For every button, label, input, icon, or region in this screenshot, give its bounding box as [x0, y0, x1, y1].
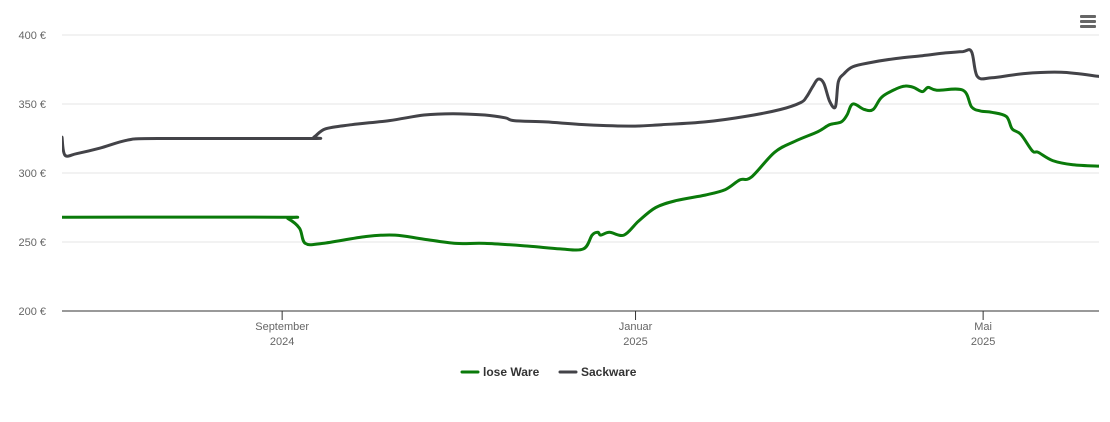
legend-label: lose Ware	[483, 365, 540, 379]
x-tick-label-month: Januar	[619, 321, 653, 333]
x-tick-label-month: September	[255, 321, 309, 333]
legend-item-sackware[interactable]: Sackware	[558, 365, 637, 379]
series-line-sackware	[62, 48, 1099, 158]
plot-area	[62, 48, 1099, 252]
series-line-lose-ware	[62, 84, 1099, 252]
x-tick-label-year: 2024	[270, 336, 294, 348]
legend-item-lose-ware[interactable]: lose Ware	[460, 365, 540, 379]
x-axis: September 2024 Januar 2025 Mai 2025	[62, 310, 1099, 348]
y-axis: 200 € 250 € 300 € 350 € 400 €	[18, 30, 46, 318]
series-group	[62, 48, 1099, 252]
legend: lose Ware Sackware	[460, 365, 637, 379]
legend-label: Sackware	[581, 365, 637, 379]
y-tick-label: 300 €	[18, 168, 46, 180]
x-tick-label-month: Mai	[974, 321, 992, 333]
y-tick-label: 350 €	[18, 99, 46, 111]
hamburger-menu-icon[interactable]	[1080, 15, 1098, 31]
y-tick-label: 200 €	[18, 306, 46, 318]
x-tick-label-year: 2025	[971, 336, 995, 348]
y-tick-label: 250 €	[18, 237, 46, 249]
gridlines	[62, 34, 1099, 243]
x-tick-label-year: 2025	[623, 336, 647, 348]
y-tick-label: 400 €	[18, 30, 46, 42]
